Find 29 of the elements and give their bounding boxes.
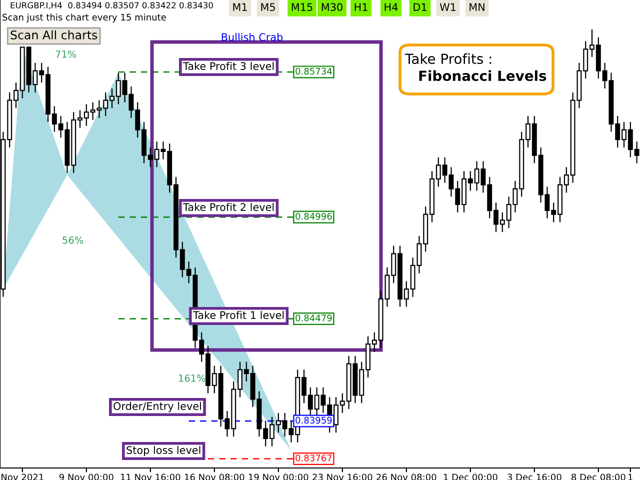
annotation: MN [470, 3, 484, 11]
ref-line-label: 0.84996 [296, 212, 332, 220]
x-tick-label: 1 [628, 474, 632, 480]
annotation: Take Profit 2 level [182, 202, 274, 212]
annotation: D1 [414, 3, 426, 11]
ref-line-label: 0.85734 [296, 68, 332, 75]
annotation: Fibonacci Levels [419, 70, 546, 82]
annotation: Scan just this chart every 15 minute [2, 14, 166, 22]
annotation: Take Profit 1 level [192, 310, 284, 320]
annotation: Order/Entry level [114, 402, 201, 412]
annotation: Take Profits : [404, 53, 492, 64]
annotation: Bullish Crab [222, 32, 283, 42]
annotation: Scan All charts [10, 30, 98, 40]
annotation: 56% [62, 236, 84, 244]
ref-line-label: 0.83767 [296, 454, 332, 462]
annotation: M1 [233, 3, 247, 11]
annotation: Stop loss level [126, 446, 200, 456]
annotation: M15 [292, 3, 312, 12]
annotation: H1 [354, 3, 368, 11]
annotation: 161% [179, 374, 206, 382]
ref-line-label: 0.84479 [296, 314, 332, 322]
annotation: M30 [322, 3, 342, 12]
annotation: 71% [56, 50, 76, 58]
annotation: W1 [440, 3, 456, 11]
ref-line-label: 0.83959 [296, 416, 332, 424]
annotation: Take Profit 3 level [182, 62, 274, 70]
annotation: H4 [384, 3, 398, 11]
annotation: EURGBP.I,H4 0.83494 0.83507 0.83422 0.83430 [10, 2, 213, 10]
annotation: M5 [261, 3, 275, 12]
